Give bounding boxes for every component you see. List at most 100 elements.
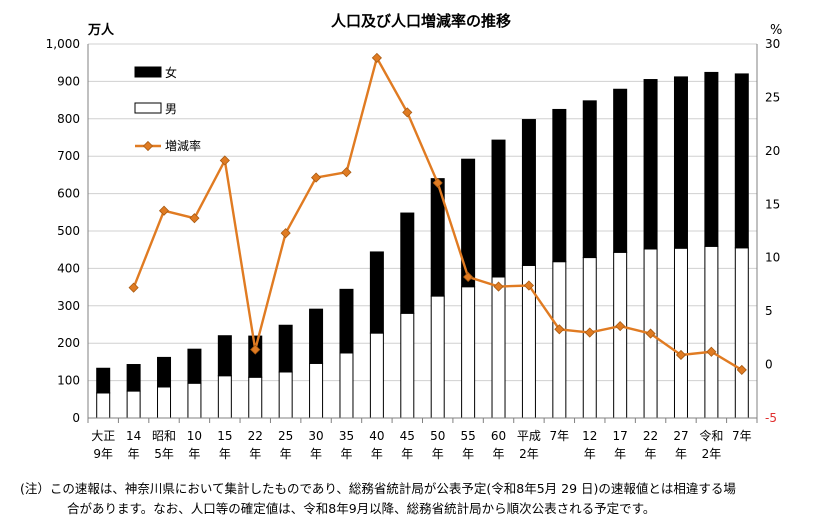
x-axis-ticks: 大正9年14年昭和5年10年15年22年25年30年35年40年45年50年55… [91, 428, 751, 461]
x-axis-tick-label: 45 [400, 429, 415, 443]
y-axis-left-ticks: 0 100 200 300 400 500 600 700 800 900 1,000 [46, 37, 80, 425]
bar-male [96, 392, 111, 419]
x-axis-tick-label: 年 [432, 447, 444, 461]
bar-female [461, 158, 476, 288]
bar-series [96, 71, 749, 419]
bar-female [613, 88, 628, 253]
x-axis-tick-label: 年 [219, 447, 231, 461]
bar-male [157, 386, 172, 419]
bar-male [278, 371, 293, 419]
y-axis-left-tick-label: 400 [57, 261, 80, 275]
bar-male [309, 362, 324, 419]
bar-male [248, 376, 263, 419]
x-axis-tick-label: 40 [369, 429, 384, 443]
growth-rate-point [311, 172, 322, 183]
bar-female [157, 356, 172, 388]
y-axis-left-tick-label: 800 [57, 112, 80, 126]
x-axis-tick-label: 大正 [91, 429, 115, 443]
x-axis-tick-label: 60 [491, 429, 506, 443]
x-axis-tick-label: 12 [582, 429, 597, 443]
growth-rate-point [706, 346, 717, 357]
x-axis-tick-label: 年 [462, 447, 474, 461]
x-axis-tick-label: 年 [280, 447, 292, 461]
x-axis-tick-label: 年 [310, 447, 322, 461]
x-axis-tick-label: 年 [371, 447, 383, 461]
bar-female [278, 324, 293, 373]
x-axis-tick-label: 年 [128, 447, 140, 461]
x-axis-tick-label: 22 [248, 429, 263, 443]
growth-rate-point [645, 328, 656, 339]
bar-male [734, 247, 749, 419]
y-axis-right-tick-label: 5 [765, 304, 773, 318]
legend-swatch-female [134, 66, 162, 78]
x-axis-tick-label: 令和 [699, 428, 723, 443]
bar-male [704, 245, 719, 419]
bar-female [248, 335, 263, 378]
bar-male [400, 312, 415, 419]
legend-label-male: 男 [165, 102, 177, 116]
growth-rate-point [219, 155, 230, 166]
x-axis-tick-label: 2年 [702, 447, 722, 461]
y-axis-right-tick-label: 25 [765, 90, 780, 104]
x-axis-tick-label: 5年 [154, 447, 174, 461]
x-axis-tick-label: 昭和 [152, 429, 176, 443]
x-axis-tick-label: 14 [126, 429, 141, 443]
y-axis-left-tick-label: 700 [57, 149, 80, 163]
x-axis-tick-label: 30 [308, 429, 323, 443]
x-axis-tick-label: 7年 [732, 429, 752, 443]
growth-rate-point [675, 349, 687, 361]
growth-rate-point [615, 321, 626, 332]
y-axis-left-unit: 万人 [87, 22, 115, 38]
legend-swatch-male [134, 102, 162, 114]
x-axis-tick-label: 年 [188, 447, 200, 461]
legend-marker-growth-rate [142, 140, 154, 152]
bar-female [643, 79, 658, 250]
growth-rate-point [402, 107, 413, 118]
growth-rate-point [463, 271, 474, 283]
chart-title: 人口及び人口増減率の推移 [331, 12, 511, 30]
x-axis-tick-label: 27 [673, 429, 688, 443]
x-axis-tick-label: 年 [584, 447, 596, 461]
growth-rate-point [341, 167, 352, 178]
bar-male [461, 286, 476, 419]
growth-rate-point [128, 282, 139, 293]
bar-male [582, 257, 597, 419]
y-axis-left-tick-label: 600 [57, 187, 80, 201]
footnote-line-1: (注）この速報は、神奈川県において集計したものであり、総務省統計局が公表予定(令… [20, 481, 736, 496]
bar-female [369, 251, 384, 334]
growth-rate-point [189, 213, 200, 224]
x-axis-tick-label: 平成 [517, 429, 541, 443]
bar-male [369, 332, 384, 419]
bar-male [613, 251, 628, 419]
bar-male [552, 261, 567, 419]
y-axis-left-tick-label: 900 [57, 74, 80, 88]
x-axis-tick-label: 22 [643, 429, 658, 443]
y-axis-right-unit: % [770, 23, 782, 38]
bar-female [187, 348, 202, 384]
growth-rate-point [250, 344, 261, 355]
y-axis-left-tick-label: 1,000 [46, 37, 80, 51]
y-axis-right-tick-label: -5 [765, 411, 777, 425]
bar-male [187, 382, 202, 419]
y-axis-right-tick-label: 20 [765, 144, 780, 158]
growth-rate-point [158, 205, 170, 216]
bar-female [400, 212, 415, 314]
gridlines [88, 43, 757, 382]
y-axis-left-tick-label: 100 [57, 374, 80, 388]
x-axis-tick-label: 年 [401, 447, 413, 461]
x-axis-tick-label: 年 [340, 447, 352, 461]
x-axis-tick-label: 年 [645, 447, 657, 461]
x-axis-tick-label: 17 [613, 429, 628, 443]
y-axis-right-tick-label: 30 [765, 37, 780, 51]
bar-female [704, 71, 719, 247]
y-axis-left-tick-label: 200 [57, 336, 80, 350]
growth-rate-point [280, 228, 291, 239]
x-axis-tick-label: 15 [217, 429, 232, 443]
x-axis-tick-label: 年 [614, 447, 626, 461]
bar-female [521, 119, 536, 266]
growth-rate-point [493, 281, 504, 292]
bar-female [491, 139, 506, 278]
footnote-line-2: 合があります。なお、人口等の確定値は、令和8年9月以降、総務省統計局から順次公表… [67, 501, 656, 516]
x-axis-tick-label: 9年 [93, 447, 113, 461]
